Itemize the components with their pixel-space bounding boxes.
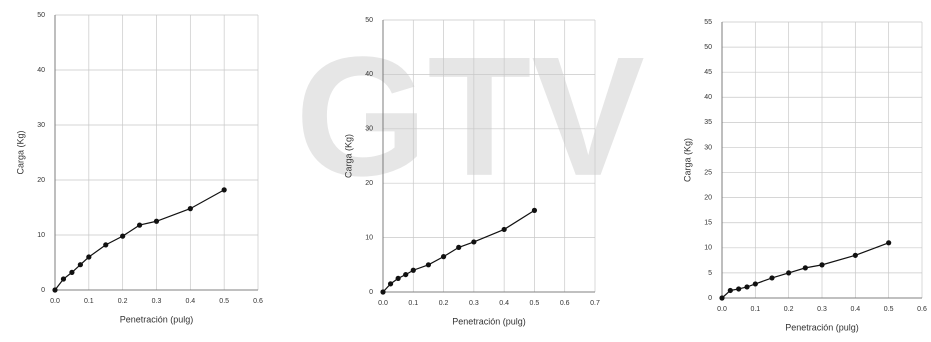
- x-tick-label: 0.6: [560, 300, 570, 307]
- data-point: [426, 262, 431, 267]
- x-tick-label: 0.2: [439, 300, 449, 307]
- data-point: [69, 270, 74, 275]
- data-point: [52, 287, 57, 292]
- data-point: [120, 234, 125, 239]
- y-tick-label: 0: [369, 289, 373, 296]
- x-tick-label: 0.4: [185, 298, 195, 305]
- x-tick-label: 0.7: [590, 300, 600, 307]
- data-point: [441, 254, 446, 259]
- x-tick-label: 0.4: [850, 306, 860, 313]
- data-point: [803, 265, 808, 270]
- x-tick-label: 0.3: [469, 300, 479, 307]
- data-point: [769, 275, 774, 280]
- x-tick-label: 0.6: [917, 306, 927, 313]
- y-tick-label: 40: [704, 94, 712, 101]
- y-tick-label: 40: [365, 71, 373, 78]
- data-line: [55, 190, 224, 290]
- data-point: [744, 284, 749, 289]
- data-point: [396, 276, 401, 281]
- data-point: [103, 242, 108, 247]
- data-point: [411, 268, 416, 273]
- y-tick-label: 25: [704, 169, 712, 176]
- x-tick-label: 0.0: [50, 298, 60, 305]
- x-tick-label: 0.5: [884, 306, 894, 313]
- x-tick-label: 0.1: [750, 306, 760, 313]
- x-tick-label: 0.0: [717, 306, 727, 313]
- data-point: [388, 281, 393, 286]
- x-tick-label: 0.6: [253, 298, 263, 305]
- y-tick-label: 35: [704, 119, 712, 126]
- y-tick-label: 5: [708, 270, 712, 277]
- data-point: [853, 253, 858, 258]
- data-point: [86, 254, 91, 259]
- x-tick-label: 0.5: [219, 298, 229, 305]
- x-tick-label: 0.3: [152, 298, 162, 305]
- x-tick-label: 0.2: [784, 306, 794, 313]
- y-tick-label: 20: [704, 194, 712, 201]
- y-axis-title: Carga (Kg): [15, 130, 25, 174]
- y-tick-label: 45: [704, 69, 712, 76]
- y-tick-label: 0: [41, 287, 45, 294]
- data-point: [222, 187, 227, 192]
- y-tick-label: 10: [704, 245, 712, 252]
- data-point: [188, 206, 193, 211]
- x-axis-title: Penetración (pulg): [785, 322, 859, 332]
- data-point: [456, 245, 461, 250]
- data-point: [753, 281, 758, 286]
- y-tick-label: 20: [37, 177, 45, 184]
- data-point: [728, 288, 733, 293]
- page: GTV 010203040500.00.10.20.30.40.50.6Pene…: [0, 0, 931, 342]
- data-point: [137, 223, 142, 228]
- data-point: [736, 286, 741, 291]
- x-axis-title: Penetración (pulg): [120, 314, 194, 324]
- y-tick-label: 40: [37, 67, 45, 74]
- data-point: [471, 239, 476, 244]
- data-point: [819, 262, 824, 267]
- x-axis-title: Penetración (pulg): [452, 316, 526, 326]
- data-point: [61, 276, 66, 281]
- y-axis-title: Carga (Kg): [343, 134, 353, 178]
- x-tick-label: 0.2: [118, 298, 128, 305]
- data-point: [403, 272, 408, 277]
- y-tick-label: 50: [365, 17, 373, 24]
- x-tick-label: 0.0: [378, 300, 388, 307]
- x-tick-label: 0.4: [499, 300, 509, 307]
- data-point: [502, 227, 507, 232]
- data-line: [383, 210, 534, 292]
- x-tick-label: 0.5: [530, 300, 540, 307]
- data-point: [786, 270, 791, 275]
- y-tick-label: 50: [37, 12, 45, 19]
- y-tick-label: 20: [365, 180, 373, 187]
- data-point: [886, 240, 891, 245]
- y-tick-label: 10: [37, 232, 45, 239]
- y-axis-title: Carga (Kg): [682, 138, 692, 182]
- figure: GTV 010203040500.00.10.20.30.40.50.6Pene…: [0, 0, 931, 342]
- data-point: [380, 289, 385, 294]
- data-point: [154, 219, 159, 224]
- y-tick-label: 0: [708, 295, 712, 302]
- data-point: [719, 295, 724, 300]
- y-tick-label: 30: [365, 126, 373, 133]
- y-tick-label: 30: [704, 144, 712, 151]
- data-point: [532, 208, 537, 213]
- y-tick-label: 55: [704, 19, 712, 26]
- x-tick-label: 0.1: [84, 298, 94, 305]
- x-tick-label: 0.1: [408, 300, 418, 307]
- y-tick-label: 15: [704, 220, 712, 227]
- x-tick-label: 0.3: [817, 306, 827, 313]
- y-tick-label: 30: [37, 122, 45, 129]
- y-tick-label: 10: [365, 234, 373, 241]
- data-point: [78, 262, 83, 267]
- y-tick-label: 50: [704, 44, 712, 51]
